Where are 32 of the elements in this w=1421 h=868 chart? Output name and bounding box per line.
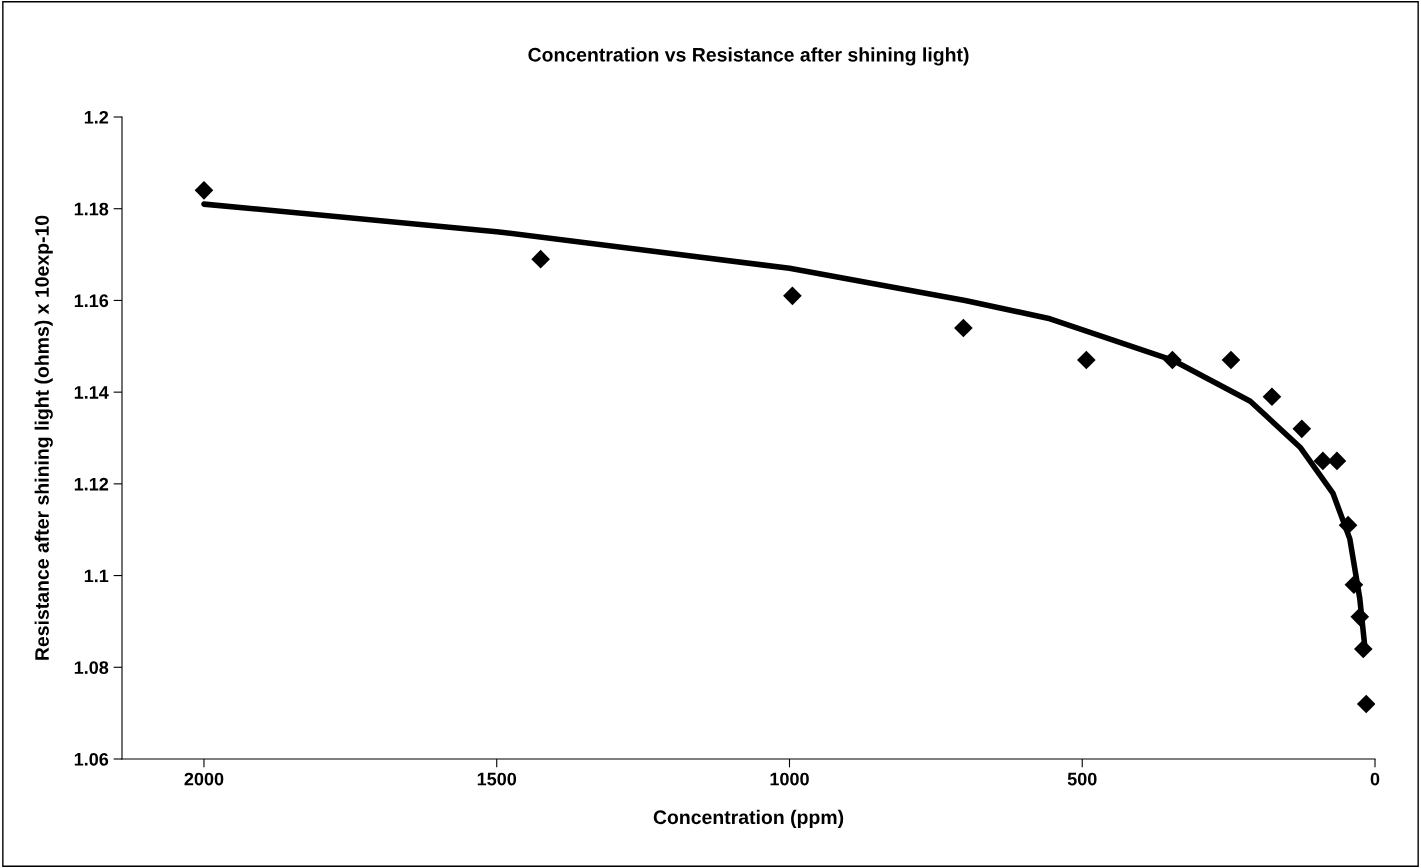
point: [1262, 387, 1282, 407]
chart-title: Concentration vs Resistance after shining light): [528, 47, 969, 66]
point: [531, 249, 550, 269]
y-tick-label: 1.2: [84, 110, 109, 124]
point: [1350, 607, 1370, 627]
y-tick-label: 1.06: [74, 752, 109, 766]
point: [1344, 575, 1364, 595]
x-tick-label: 500: [1067, 772, 1097, 786]
x-tick-label: 1500: [477, 772, 517, 786]
y-tick-label: 1.14: [74, 386, 109, 399]
point: [1338, 515, 1358, 535]
point: [1353, 639, 1373, 659]
point: [1292, 419, 1312, 439]
x-tick-label: 1000: [770, 772, 809, 786]
point: [954, 318, 973, 338]
point: [194, 181, 214, 200]
point: [1163, 350, 1182, 370]
point: [1313, 451, 1333, 471]
y-tick-label: 1.08: [74, 661, 109, 675]
y-tick-label: 1.12: [74, 477, 109, 491]
y-axis-title: Resistance after shining light (ohms) x 10exp-10: [34, 215, 53, 660]
x-tick-label: 0: [1370, 772, 1380, 786]
point: [1356, 694, 1375, 714]
point: [783, 286, 802, 306]
y-tick-label: 1.16: [74, 294, 109, 308]
point: [1221, 350, 1241, 370]
x-tick-label: 2000: [184, 772, 224, 786]
point: [1077, 350, 1096, 370]
x-axis-title: Concentration (ppm): [653, 809, 844, 828]
point: [1327, 451, 1347, 471]
y-tick-label: 1.18: [74, 202, 109, 216]
y-tick-label: 1.1: [84, 569, 109, 583]
